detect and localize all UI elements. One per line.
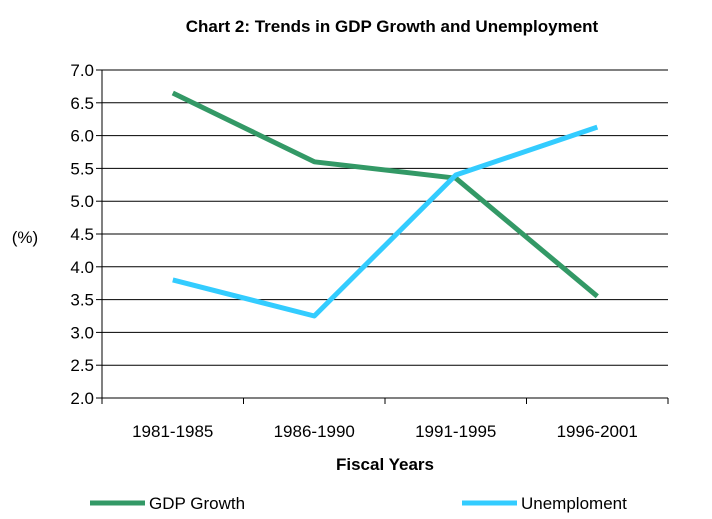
y-tick-label: 2.0 <box>70 389 94 408</box>
y-axis-label: (%) <box>12 228 38 247</box>
y-tick-label: 5.0 <box>70 192 94 211</box>
x-axis-title: Fiscal Years <box>336 455 434 474</box>
y-tick-label: 6.5 <box>70 94 94 113</box>
x-tick-label: 1986-1990 <box>274 422 355 441</box>
x-tick-label: 1991-1995 <box>415 422 496 441</box>
legend-label: GDP Growth <box>149 494 245 513</box>
y-tick-label: 7.0 <box>70 61 94 80</box>
y-tick-label: 5.5 <box>70 159 94 178</box>
y-tick-label: 4.0 <box>70 258 94 277</box>
y-tick-label: 2.5 <box>70 356 94 375</box>
gridlines <box>102 69 668 399</box>
series-lines <box>171 90 599 319</box>
y-tick-label: 3.5 <box>70 291 94 310</box>
x-tick-label: 1996-2001 <box>557 422 638 441</box>
chart-title: Chart 2: Trends in GDP Growth and Unempl… <box>186 17 599 36</box>
y-tick-label: 4.5 <box>70 225 94 244</box>
legend-label: Unemploment <box>521 494 627 513</box>
legend: GDP Growth Unemploment <box>90 494 627 513</box>
series-line-gdp-growth <box>171 90 599 299</box>
x-tick-label: 1981-1985 <box>132 422 213 441</box>
y-tick-label: 6.0 <box>70 127 94 146</box>
series-line-unemployment <box>172 124 599 319</box>
tick-labels: 2.0 2.5 3.0 3.5 4.0 4.5 5.0 5.5 6.0 6.5 7.0 1981-19… <box>70 61 638 441</box>
y-tick-label: 3.0 <box>70 323 94 342</box>
axes <box>96 69 669 404</box>
